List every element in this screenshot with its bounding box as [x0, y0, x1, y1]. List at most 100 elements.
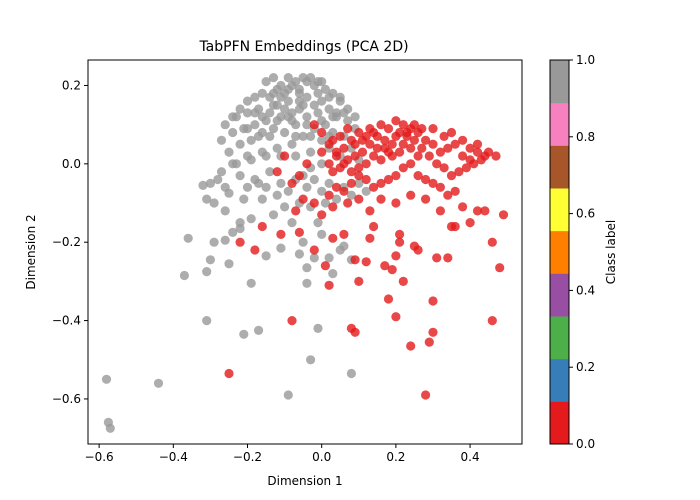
- data-point-class-0: [339, 143, 349, 153]
- data-point-class-0: [328, 202, 338, 212]
- data-point-class-0: [343, 198, 353, 208]
- data-point-class-0: [369, 182, 379, 192]
- data-point-class-1: [317, 135, 327, 145]
- data-point-class-0: [250, 245, 260, 255]
- data-point-class-1: [343, 116, 353, 126]
- data-point-class-0: [472, 147, 483, 157]
- data-point-class-0: [383, 174, 394, 185]
- data-point-class-0: [424, 337, 434, 347]
- data-point-class-0: [472, 139, 483, 149]
- data-point-class-0: [350, 139, 360, 149]
- data-point-class-1: [298, 237, 308, 247]
- data-point-class-1: [250, 92, 260, 102]
- data-point-class-1: [287, 218, 297, 228]
- data-point-class-0: [272, 167, 282, 177]
- data-point-class-1: [328, 269, 338, 279]
- data-point-class-0: [495, 263, 505, 273]
- data-point-class-0: [343, 124, 353, 134]
- data-point-class-1: [220, 206, 230, 216]
- data-point-class-1: [276, 243, 286, 253]
- data-point-class-1: [331, 194, 342, 204]
- data-point-class-1: [198, 180, 208, 190]
- plot-frame: [87, 59, 523, 445]
- data-point-class-0: [391, 251, 401, 261]
- data-point-class-1: [294, 88, 304, 98]
- data-point-class-1: [298, 100, 308, 110]
- data-point-class-0: [328, 233, 338, 243]
- data-point-class-1: [350, 112, 360, 122]
- data-point-class-0: [361, 257, 371, 267]
- y-tick-label: 0.0: [62, 157, 81, 171]
- colorbar-tick-label: 1.0: [576, 53, 595, 67]
- data-point-class-1: [324, 178, 334, 188]
- data-point-class-1: [317, 229, 327, 239]
- data-point-class-1: [202, 316, 212, 326]
- data-point-class-1: [261, 182, 271, 192]
- data-point-class-0: [439, 131, 449, 141]
- colorbar-segment: [550, 145, 569, 189]
- data-point-class-0: [398, 120, 408, 130]
- data-point-class-1: [105, 423, 115, 433]
- data-point-class-0: [428, 296, 438, 306]
- data-point-class-0: [376, 178, 386, 188]
- colorbar-tick-label: 0.8: [576, 130, 595, 144]
- data-point-class-0: [354, 163, 364, 173]
- data-point-class-0: [354, 127, 364, 138]
- data-point-class-0: [317, 127, 327, 138]
- data-point-class-1: [320, 198, 330, 208]
- data-point-class-0: [465, 143, 475, 153]
- y-tick-label: −0.6: [52, 392, 81, 406]
- data-point-class-0: [350, 327, 360, 337]
- data-point-class-0: [391, 312, 401, 322]
- data-point-class-0: [421, 174, 431, 185]
- data-point-class-0: [331, 182, 342, 192]
- data-point-class-1: [235, 218, 245, 228]
- data-point-class-1: [283, 73, 293, 83]
- x-tick-label: 0.0: [312, 450, 331, 464]
- data-point-class-0: [413, 151, 423, 161]
- data-point-class-0: [380, 135, 390, 145]
- data-point-class-1: [228, 127, 238, 138]
- data-point-class-0: [395, 229, 405, 239]
- data-point-class-1: [224, 188, 234, 198]
- colorbar-segment: [550, 102, 569, 146]
- data-point-class-0: [357, 147, 368, 157]
- data-point-class-0: [361, 159, 371, 169]
- data-point-class-1: [298, 131, 308, 141]
- colorbar-segment: [550, 401, 569, 445]
- data-point-class-1: [309, 100, 319, 110]
- data-point-class-1: [291, 77, 301, 87]
- data-point-class-1: [306, 131, 316, 141]
- data-point-class-1: [276, 92, 286, 102]
- data-point-class-0: [432, 253, 442, 263]
- data-point-class-0: [372, 143, 382, 153]
- data-point-class-1: [302, 278, 312, 288]
- data-point-class-0: [257, 221, 267, 232]
- data-point-class-1: [202, 194, 212, 204]
- colorbar: 0.0 0.2 0.4 0.6 0.8 1.0 Class label: [549, 53, 618, 451]
- data-point-class-0: [317, 147, 327, 157]
- data-point-class-0: [409, 120, 419, 130]
- data-point-class-1: [268, 73, 279, 83]
- data-point-class-0: [357, 135, 368, 145]
- data-point-class-1: [287, 139, 297, 149]
- data-point-class-0: [339, 159, 349, 169]
- data-point-class-1: [309, 174, 319, 185]
- data-point-class-1: [272, 190, 282, 200]
- x-axis-label: Dimension 1: [267, 474, 342, 488]
- data-point-class-1: [268, 88, 279, 98]
- data-point-class-0: [335, 131, 345, 141]
- data-point-class-1: [242, 182, 253, 192]
- data-point-class-0: [287, 316, 297, 326]
- y-axis: 0.2 0.0 −0.2 −0.4 −0.6: [52, 78, 88, 406]
- data-point-class-0: [302, 159, 312, 169]
- data-point-class-1: [313, 88, 323, 98]
- data-point-class-1: [235, 171, 245, 181]
- data-point-class-0: [472, 206, 483, 216]
- data-point-class-0: [498, 210, 509, 220]
- data-point-class-1: [250, 120, 260, 130]
- data-point-class-0: [339, 186, 349, 196]
- data-point-class-0: [417, 143, 427, 153]
- colorbar-tick-label: 0.6: [576, 207, 595, 221]
- data-point-class-0: [421, 194, 431, 204]
